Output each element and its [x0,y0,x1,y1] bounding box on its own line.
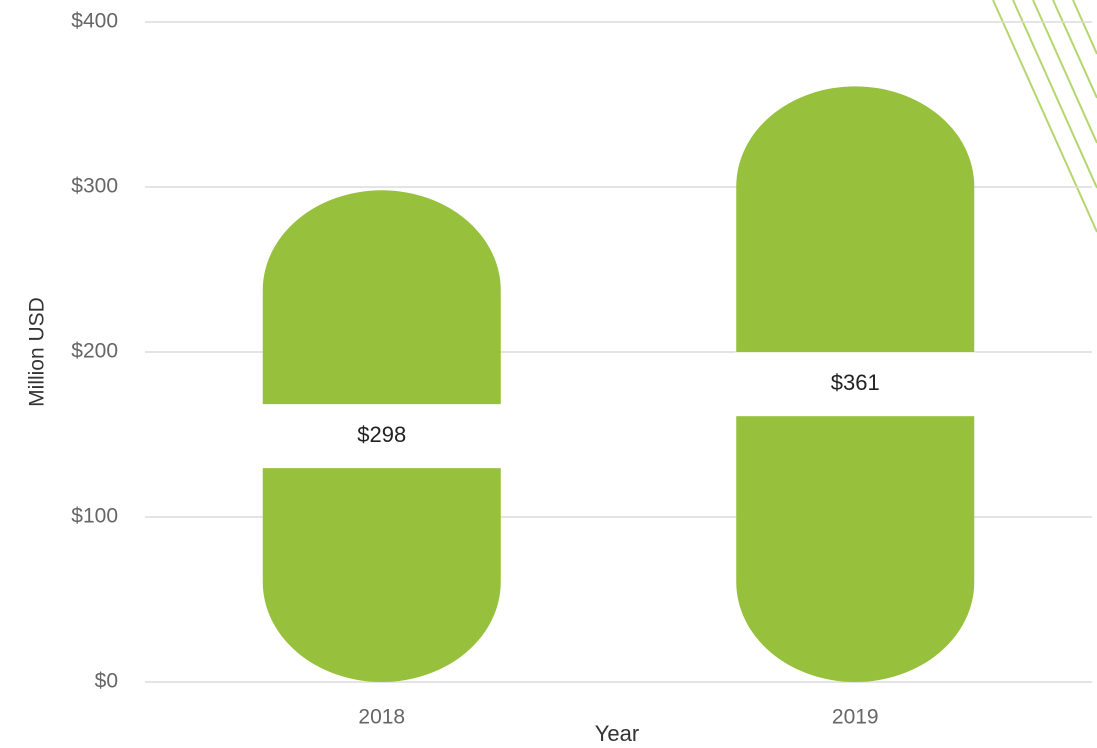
decor-line [1052,0,1097,99]
decor-line [992,0,1097,233]
decor-line [1072,0,1097,55]
y-axis-label: Million USD [26,297,49,407]
decor-line [1032,0,1097,144]
y-tick-label: $200 [71,340,118,363]
x-axis-label: Year [595,721,639,746]
y-tick-label: $300 [71,175,118,198]
y-tick-label: $100 [71,505,118,528]
bar-gap [261,404,502,469]
data-label: $298 [357,422,406,447]
decor-line [1012,0,1097,189]
y-tick-label: $400 [71,10,118,33]
x-tick-label: 2018 [358,706,405,729]
y-tick-label: $0 [95,670,118,693]
bar-gap [735,352,976,417]
x-tick-label: 2019 [832,706,879,729]
data-label: $361 [831,370,880,395]
decoration [992,0,1097,233]
